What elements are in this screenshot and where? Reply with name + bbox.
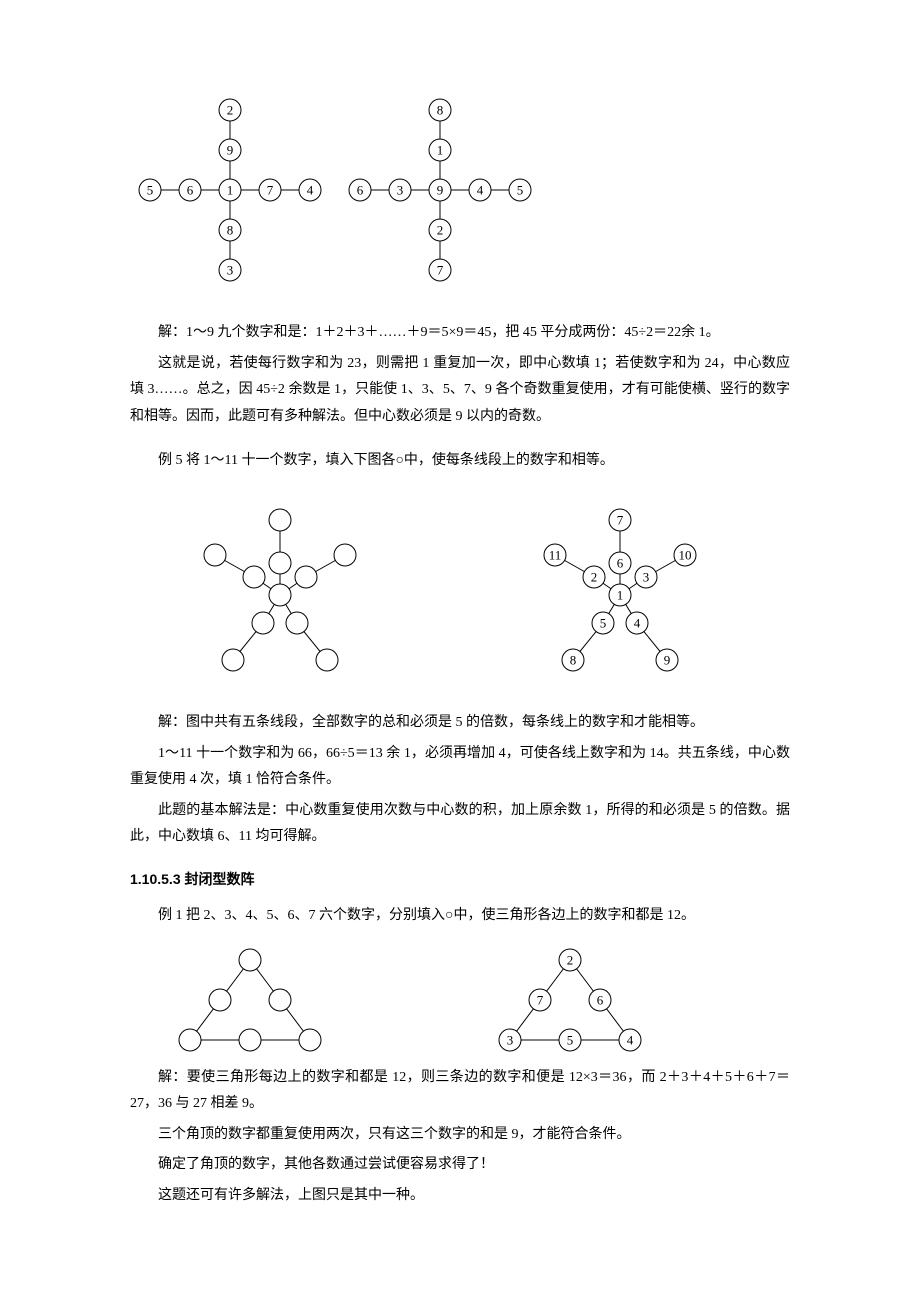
svg-text:3: 3 <box>227 263 234 278</box>
svg-text:8: 8 <box>227 223 234 238</box>
svg-text:6: 6 <box>597 992 604 1007</box>
svg-text:4: 4 <box>307 183 314 198</box>
star-diagram-empty <box>170 485 390 680</box>
svg-text:9: 9 <box>437 183 444 198</box>
svg-text:7: 7 <box>537 992 544 1007</box>
svg-text:7: 7 <box>437 263 444 278</box>
star-diagram-filled: 1 6 7 3 10 2 11 5 8 4 9 <box>510 485 730 680</box>
svg-text:2: 2 <box>227 103 234 118</box>
svg-text:9: 9 <box>227 143 234 158</box>
solution-p1: 解：1～9 九个数字和是：1＋2＋3＋……＋9＝5×9＝45，把 45 平分成两… <box>130 320 790 347</box>
svg-text:5: 5 <box>517 183 524 198</box>
svg-text:2: 2 <box>437 223 444 238</box>
svg-text:4: 4 <box>634 615 641 630</box>
section-title: 1.10.5.3 封闭型数阵 <box>130 869 790 889</box>
solution-tri-p2: 三个角顶的数字都重复使用两次，只有这三个数字的和是 9，才能符合条件。 <box>130 1122 790 1149</box>
svg-text:11: 11 <box>549 547 562 562</box>
solution-tri-p4: 这题还可有许多解法，上图只是其中一种。 <box>130 1183 790 1210</box>
solution-p2: 这就是说，若使每行数字和为 23，则需把 1 重复加一次，即中心数填 1；若使数… <box>130 351 790 431</box>
svg-text:1: 1 <box>437 143 444 158</box>
svg-text:2: 2 <box>591 569 598 584</box>
page: 1 9 2 8 3 6 5 7 4 9 1 8 2 7 3 6 4 5 解：1～9 九个数字和是：1＋2＋3＋…… <box>0 0 920 1302</box>
svg-text:5: 5 <box>600 615 607 630</box>
svg-text:1: 1 <box>617 587 624 602</box>
svg-text:4: 4 <box>627 1032 634 1047</box>
solution-tri-p1: 解：要使三角形每边上的数字和都是 12，则三条边的数字和便是 12×3＝36，而… <box>130 1065 790 1118</box>
example5-title: 例 5 将 1～11 十一个数字，填入下图各○中，使每条线段上的数字和相等。 <box>130 448 790 475</box>
triangle-diagram-row: 2 7 6 3 5 4 <box>130 940 790 1055</box>
svg-text:5: 5 <box>147 183 154 198</box>
svg-text:3: 3 <box>643 569 650 584</box>
svg-text:3: 3 <box>397 183 404 198</box>
triangle-diagram-empty <box>170 940 330 1055</box>
svg-text:10: 10 <box>679 547 692 562</box>
solution-tri-p3: 确定了角顶的数字，其他各数通过尝试便容易求得了！ <box>130 1152 790 1179</box>
solution5-p1: 解：图中共有五条线段，全部数字的总和必须是 5 的倍数，每条线上的数字和才能相等… <box>130 710 790 737</box>
svg-text:1: 1 <box>227 183 234 198</box>
svg-text:6: 6 <box>357 183 364 198</box>
svg-text:8: 8 <box>570 652 577 667</box>
solution5-p3: 此题的基本解法是：中心数重复使用次数与中心数的积，加上原余数 1，所得的和必须是… <box>130 798 790 851</box>
triangle-diagram-filled: 2 7 6 3 5 4 <box>490 940 650 1055</box>
svg-text:5: 5 <box>567 1032 574 1047</box>
svg-text:7: 7 <box>617 512 624 527</box>
svg-text:6: 6 <box>617 555 624 570</box>
svg-text:7: 7 <box>267 183 274 198</box>
svg-text:3: 3 <box>507 1032 514 1047</box>
star-diagram-row: 1 6 7 3 10 2 11 5 8 4 9 <box>130 485 790 680</box>
example1-title: 例 1 把 2、3、4、5、6、7 六个数字，分别填入○中，使三角形各边上的数字… <box>130 903 790 930</box>
svg-text:2: 2 <box>567 952 574 967</box>
cross-diagram-2: 9 1 8 2 7 3 6 4 5 <box>340 90 540 290</box>
cross-diagram-1: 1 9 2 8 3 6 5 7 4 <box>130 90 330 290</box>
svg-text:9: 9 <box>664 652 671 667</box>
svg-text:6: 6 <box>187 183 194 198</box>
solution5-p2: 1～11 十一个数字和为 66，66÷5＝13 余 1，必须再增加 4，可使各线… <box>130 741 790 794</box>
cross-diagram-row: 1 9 2 8 3 6 5 7 4 9 1 8 2 7 3 6 4 5 <box>130 90 790 290</box>
svg-text:4: 4 <box>477 183 484 198</box>
svg-text:8: 8 <box>437 103 444 118</box>
